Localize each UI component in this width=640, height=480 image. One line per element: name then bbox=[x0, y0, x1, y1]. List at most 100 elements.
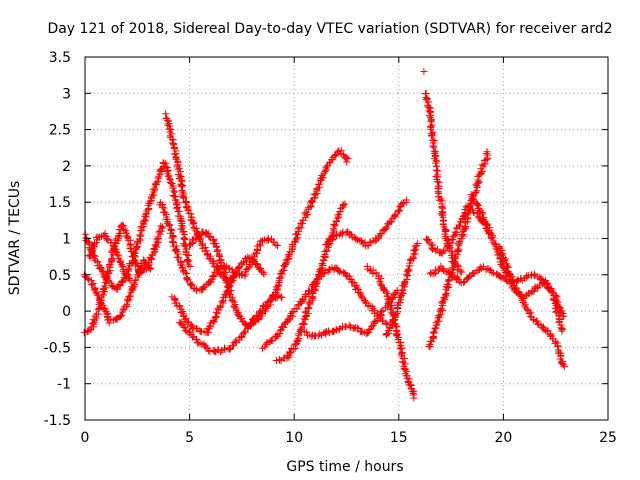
y-tick-label: 1 bbox=[62, 232, 71, 248]
data-point-marker bbox=[343, 158, 351, 166]
data-point-marker bbox=[305, 298, 313, 306]
data-point-marker bbox=[382, 288, 390, 296]
data-point-marker bbox=[316, 265, 324, 273]
data-point-marker bbox=[113, 251, 121, 259]
data-point-marker bbox=[309, 198, 317, 206]
data-point-marker bbox=[263, 303, 271, 311]
x-axis-ticks: 0 5 10 15 20 25 bbox=[81, 57, 617, 446]
data-point-marker bbox=[488, 233, 496, 241]
data-point-marker bbox=[530, 287, 538, 295]
data-point-marker bbox=[238, 315, 246, 323]
data-point-marker bbox=[85, 275, 93, 283]
data-point-marker bbox=[476, 263, 484, 271]
data-point-marker bbox=[414, 240, 422, 248]
data-point-marker bbox=[336, 208, 344, 216]
data-point-marker bbox=[430, 328, 438, 336]
data-point-marker bbox=[229, 342, 237, 350]
data-point-marker bbox=[231, 303, 239, 311]
data-point-marker bbox=[229, 274, 237, 282]
data-point-marker bbox=[403, 196, 411, 204]
data-point-marker bbox=[260, 270, 268, 278]
y-tick-label: 2 bbox=[62, 159, 71, 175]
data-point-marker bbox=[101, 304, 109, 312]
data-point-marker bbox=[431, 269, 439, 277]
data-point-marker bbox=[237, 333, 245, 341]
data-point-marker bbox=[469, 269, 477, 277]
data-point-marker bbox=[153, 236, 161, 244]
data-point-marker bbox=[552, 338, 560, 346]
data-point-marker bbox=[242, 258, 250, 266]
data-point-marker bbox=[425, 342, 433, 350]
data-point-marker bbox=[177, 216, 185, 224]
data-point-marker bbox=[146, 197, 154, 205]
data-point-marker bbox=[393, 332, 401, 340]
data-point-marker bbox=[437, 304, 445, 312]
data-point-marker bbox=[398, 286, 406, 294]
data-point-marker bbox=[377, 308, 385, 316]
data-point-marker bbox=[320, 169, 328, 177]
data-point-marker bbox=[386, 218, 394, 226]
data-point-marker bbox=[409, 253, 417, 261]
data-point-marker bbox=[257, 310, 265, 318]
data-point-marker bbox=[196, 327, 204, 335]
data-point-marker bbox=[162, 110, 170, 118]
data-point-marker bbox=[426, 114, 434, 122]
data-point-marker bbox=[150, 185, 158, 193]
data-point-marker bbox=[172, 246, 180, 254]
data-point-marker bbox=[177, 183, 185, 191]
data-point-marker bbox=[558, 327, 566, 335]
data-point-marker bbox=[89, 280, 97, 288]
data-point-marker bbox=[560, 362, 568, 370]
y-tick-label: 2.5 bbox=[49, 123, 71, 139]
data-point-marker bbox=[333, 148, 341, 156]
data-point-marker bbox=[312, 191, 320, 199]
data-point-marker bbox=[499, 250, 507, 258]
data-point-marker bbox=[502, 255, 510, 263]
data-point-marker bbox=[474, 200, 482, 208]
data-point-marker bbox=[289, 307, 297, 315]
data-point-marker bbox=[531, 272, 539, 280]
data-point-marker bbox=[194, 231, 202, 239]
x-tick-label: 20 bbox=[494, 430, 512, 446]
data-point-marker bbox=[165, 172, 173, 180]
data-point-marker bbox=[80, 328, 88, 336]
data-point-marker bbox=[391, 290, 399, 298]
data-point-marker bbox=[296, 325, 304, 333]
data-point-marker bbox=[441, 247, 449, 255]
data-point-marker bbox=[404, 265, 412, 273]
data-point-marker bbox=[183, 258, 191, 266]
data-point-marker bbox=[187, 210, 195, 218]
data-point-marker bbox=[187, 321, 195, 329]
data-point-marker bbox=[254, 260, 262, 268]
data-point-marker bbox=[286, 348, 294, 356]
data-point-marker bbox=[366, 239, 374, 247]
data-point-marker bbox=[393, 309, 401, 317]
data-point-marker bbox=[478, 264, 486, 272]
data-point-marker bbox=[140, 217, 148, 225]
data-point-marker bbox=[225, 345, 233, 353]
data-point-marker bbox=[136, 231, 144, 239]
data-point-marker bbox=[425, 98, 433, 106]
data-point-marker bbox=[489, 269, 497, 277]
data-point-marker bbox=[469, 196, 477, 204]
data-point-marker bbox=[509, 278, 517, 286]
data-point-marker bbox=[85, 252, 93, 260]
data-point-marker bbox=[170, 187, 178, 195]
data-point-marker bbox=[313, 276, 321, 284]
data-point-marker bbox=[521, 300, 529, 308]
data-point-marker bbox=[193, 335, 201, 343]
data-point-marker bbox=[336, 268, 344, 276]
data-point-marker bbox=[112, 248, 120, 256]
data-point-marker bbox=[116, 282, 124, 290]
data-point-marker bbox=[428, 132, 436, 140]
data-point-marker bbox=[454, 262, 462, 270]
data-point-marker bbox=[362, 299, 370, 307]
data-point-marker bbox=[88, 281, 96, 289]
data-point-marker bbox=[110, 316, 118, 324]
data-point-marker bbox=[507, 271, 515, 279]
data-point-marker bbox=[245, 264, 253, 272]
data-point-marker bbox=[174, 253, 182, 261]
data-point-marker bbox=[276, 355, 284, 363]
y-axis-label: SDTVAR / TECUs bbox=[7, 181, 23, 296]
data-point-marker bbox=[169, 184, 177, 192]
